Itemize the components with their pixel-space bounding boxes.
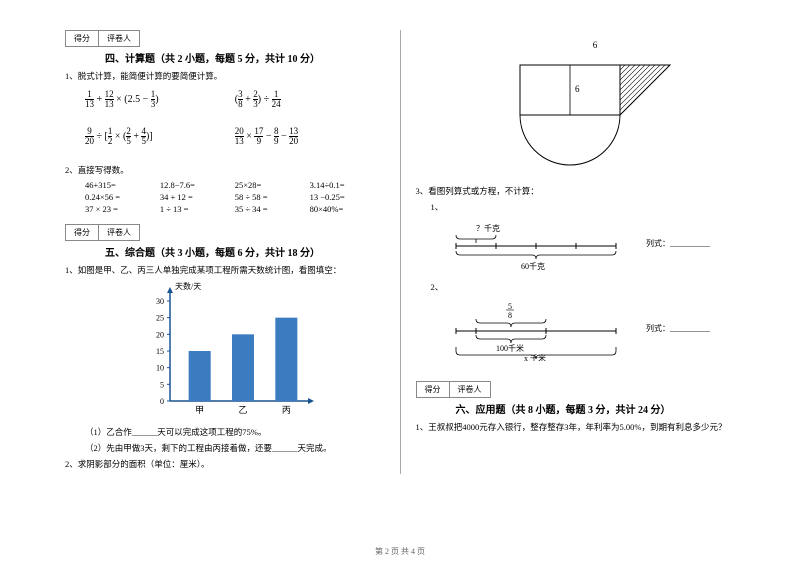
s5-sub2: （2）先由甲做3天，剩下的工程由丙接着做，还要______天完成。: [85, 442, 385, 454]
calc-grid: 46+315=12.8−7.6=25×28=3.14÷0.1= 0.24×56 …: [85, 180, 385, 214]
calc-cell: 80×40%=: [310, 204, 385, 214]
score-label: 得分: [417, 382, 450, 397]
marker-label: 评卷人: [99, 225, 139, 240]
calc-cell: 0.24×56 =: [85, 192, 160, 202]
svg-text:列式：__________: 列式：__________: [646, 323, 711, 333]
svg-text:10: 10: [156, 364, 164, 373]
score-label: 得分: [66, 225, 99, 240]
s5-q1: 1、如图是甲、乙、丙三人单独完成某项工程所需天数统计图，看图填空：: [65, 264, 385, 276]
calc-cell: 1 ÷ 13 =: [160, 204, 235, 214]
label-radius: 6: [575, 84, 580, 94]
score-box-5: 得分 评卷人: [65, 224, 140, 241]
page-footer: 第 2 页 共 4 页: [0, 546, 800, 557]
svg-text:0: 0: [160, 397, 164, 406]
sub-2-label: 2、: [431, 281, 736, 293]
formula-4: 2013 × 179 − 89 − 1320: [235, 127, 385, 146]
score-box: 得分 评卷人: [65, 30, 140, 47]
score-label: 得分: [66, 31, 99, 46]
formula-1: 113 + 1213 × (2.5 − 13): [85, 90, 235, 109]
calc-cell: 12.8−7.6=: [160, 180, 235, 190]
formula-3: 920 ÷ [12 × (25 + 45)]: [85, 127, 235, 146]
svg-text:25: 25: [156, 314, 164, 323]
bracket-2: 5 8 100千米 x 千米 列式：__________: [446, 301, 736, 363]
svg-text:列式：__________: 列式：__________: [646, 238, 711, 248]
calc-cell: 37 × 23 =: [85, 204, 160, 214]
svg-text:天数/天: 天数/天: [175, 281, 201, 291]
calc-cell: 35 ÷ 34 =: [235, 204, 310, 214]
s4-q1: 1、脱式计算，能简便计算的要简便计算。: [65, 70, 385, 82]
svg-text:8: 8: [508, 311, 512, 320]
bar-chart: 0 5 10 15 20 25 30 天数/天甲 乙 丙: [135, 281, 315, 421]
label-top: 6: [593, 40, 598, 50]
bracket-1: ？千克 60千克 列式：__________: [446, 221, 736, 273]
svg-text:5: 5: [160, 380, 164, 389]
s5-q2: 2、求阴影部分的面积（单位：厘米）。: [65, 458, 385, 470]
svg-text:x 千米: x 千米: [524, 353, 546, 361]
formula-row-2: 920 ÷ [12 × (25 + 45)] 2013 × 179 − 89 −…: [85, 127, 385, 146]
svg-text:乙: 乙: [238, 405, 247, 415]
formula-row-1: 113 + 1213 × (2.5 − 13) (38 + 23) ÷ 124: [85, 90, 385, 109]
calc-cell: 34 + 12 =: [160, 192, 235, 202]
svg-text:5: 5: [508, 302, 512, 311]
s4-q2: 2、直接写得数。: [65, 164, 385, 176]
s5-sub1: （1）乙合作______天可以完成这项工程的75%。: [85, 426, 385, 438]
calc-cell: 58 ÷ 58 =: [235, 192, 310, 202]
svg-text:30: 30: [156, 297, 164, 306]
s5-q3: 3、看图列算式或方程，不计算：: [416, 185, 736, 197]
section5-title: 五、综合题（共 3 小题，每题 6 分，共计 18 分）: [105, 244, 385, 259]
calc-cell: 46+315=: [85, 180, 160, 190]
marker-label: 评卷人: [450, 382, 490, 397]
svg-text:100千米: 100千米: [496, 343, 524, 353]
calc-cell: 3.14÷0.1=: [310, 180, 385, 190]
calc-cell: 13 −0.25=: [310, 192, 385, 202]
section6-title: 六、应用题（共 8 小题，每题 3 分，共计 24 分）: [456, 401, 736, 416]
section4-title: 四、计算题（共 2 小题，每题 5 分，共计 10 分）: [105, 50, 385, 65]
svg-text:60千克: 60千克: [521, 261, 545, 271]
svg-text:20: 20: [156, 330, 164, 339]
svg-text:？千克: ？千克: [476, 223, 500, 233]
score-box-6: 得分 评卷人: [416, 381, 491, 398]
marker-label: 评卷人: [99, 31, 139, 46]
svg-text:甲: 甲: [195, 405, 204, 415]
s6-q1: 1、王叔叔把4000元存入银行，整存整存3年，年利率为5.00%，到期有利息多少…: [416, 421, 736, 433]
svg-text:15: 15: [156, 347, 164, 356]
calc-cell: 25×28=: [235, 180, 310, 190]
formula-2: (38 + 23) ÷ 124: [235, 90, 385, 109]
svg-text:丙: 丙: [282, 405, 291, 415]
sub-1-label: 1、: [431, 201, 736, 213]
circle-diagram: 6 6: [465, 30, 685, 170]
